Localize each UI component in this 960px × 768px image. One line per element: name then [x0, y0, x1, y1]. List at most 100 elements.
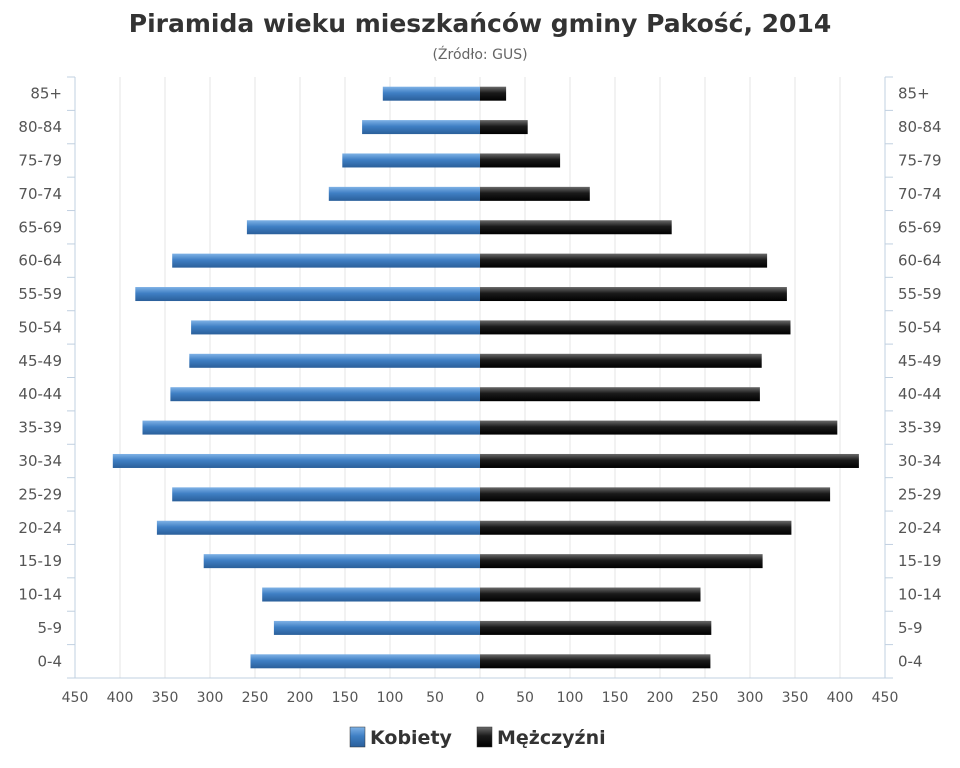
bar-kobiety[interactable] — [172, 487, 480, 502]
x-tick-label: 450 — [62, 690, 89, 706]
x-tick-label: 50 — [426, 690, 444, 706]
bar-mezczyzni[interactable] — [480, 654, 711, 669]
x-tick-label: 200 — [287, 690, 314, 706]
category-label-right: 55-59 — [898, 285, 942, 303]
bar-mezczyzni[interactable] — [480, 620, 712, 635]
legend-swatch[interactable] — [476, 726, 493, 748]
category-label-right: 10-14 — [898, 586, 942, 604]
legend-item-kobiety[interactable]: Kobiety — [370, 727, 453, 749]
bar-mezczyzni[interactable] — [480, 587, 701, 602]
category-labels-left: 85+ 80-84 75-79 70-74 65-69 60-64 55-59 50-54 45… — [18, 85, 62, 671]
legend-swatch[interactable] — [349, 726, 366, 748]
bar-mezczyzni[interactable] — [480, 320, 791, 335]
x-tick-label: 300 — [737, 690, 764, 706]
category-label-left: 75-79 — [18, 151, 62, 169]
x-tick-label: 400 — [827, 690, 854, 706]
category-label-right: 5-9 — [898, 619, 923, 637]
category-label-left: 10-14 — [18, 586, 62, 604]
bar-kobiety[interactable] — [142, 420, 481, 435]
legend-item-mezczyzni[interactable]: Mężczyźni — [497, 727, 606, 749]
bar-kobiety[interactable] — [342, 153, 480, 168]
bar-kobiety[interactable] — [156, 520, 480, 535]
category-label-left: 20-24 — [18, 519, 62, 537]
category-label-left: 85+ — [30, 85, 62, 103]
bar-kobiety[interactable] — [170, 387, 480, 402]
category-label-right: 20-24 — [898, 519, 942, 537]
category-label-right: 35-39 — [898, 419, 942, 437]
bar-kobiety[interactable] — [203, 554, 480, 569]
category-labels-right: 85+ 80-84 75-79 70-74 65-69 60-64 55-59 50-54 45… — [898, 85, 942, 671]
x-tick-label: 250 — [242, 690, 269, 706]
category-label-right: 80-84 — [898, 118, 942, 136]
category-label-left: 45-49 — [18, 352, 62, 370]
bar-mezczyzni[interactable] — [480, 520, 792, 535]
chart-title: Piramida wieku mieszkańców gminy Pakość,… — [129, 9, 831, 38]
bar-kobiety[interactable] — [172, 253, 480, 268]
bar-kobiety[interactable] — [191, 320, 480, 335]
bar-mezczyzni[interactable] — [480, 420, 838, 435]
category-label-left: 60-64 — [18, 252, 62, 270]
bar-kobiety[interactable] — [362, 120, 480, 135]
bars — [112, 86, 859, 669]
category-label-right: 60-64 — [898, 252, 942, 270]
category-label-left: 30-34 — [18, 452, 62, 470]
category-label-right: 30-34 — [898, 452, 942, 470]
category-label-left: 5-9 — [38, 619, 63, 637]
category-label-left: 80-84 — [18, 118, 62, 136]
bar-kobiety[interactable] — [328, 186, 480, 201]
bar-mezczyzni[interactable] — [480, 554, 763, 569]
x-tick-labels: 450 400 350 300 250 200 150 100 50 0 50 100 150 200 25… — [62, 690, 899, 706]
x-tick-label: 150 — [332, 690, 359, 706]
bar-mezczyzni[interactable] — [480, 487, 831, 502]
category-label-left: 25-29 — [18, 485, 62, 503]
legend[interactable]: Kobiety Mężczyźni — [349, 726, 606, 749]
bar-mezczyzni[interactable] — [480, 253, 768, 268]
x-tick-label: 50 — [516, 690, 534, 706]
x-tick-label: 150 — [602, 690, 629, 706]
category-label-left: 50-54 — [18, 318, 62, 336]
x-tick-label: 100 — [557, 690, 584, 706]
category-label-right: 0-4 — [898, 652, 923, 670]
axes — [67, 76, 893, 679]
category-label-right: 75-79 — [898, 151, 942, 169]
bar-mezczyzni[interactable] — [480, 453, 859, 468]
x-tick-label: 350 — [152, 690, 179, 706]
x-tick-label: 400 — [107, 690, 134, 706]
category-label-right: 15-19 — [898, 552, 942, 570]
category-label-right: 85+ — [898, 85, 930, 103]
x-tick-label: 300 — [197, 690, 224, 706]
bar-mezczyzni[interactable] — [480, 153, 561, 168]
bar-mezczyzni[interactable] — [480, 220, 672, 235]
bar-kobiety[interactable] — [135, 287, 481, 302]
category-label-left: 55-59 — [18, 285, 62, 303]
x-tick-label: 250 — [692, 690, 719, 706]
bar-mezczyzni[interactable] — [480, 86, 507, 101]
bar-kobiety[interactable] — [382, 86, 480, 101]
bar-kobiety[interactable] — [246, 220, 480, 235]
grid-lines — [74, 77, 886, 678]
bar-kobiety[interactable] — [273, 620, 480, 635]
chart-subtitle: (Źródło: GUS) — [432, 45, 527, 63]
bar-mezczyzni[interactable] — [480, 387, 760, 402]
x-tick-label: 350 — [782, 690, 809, 706]
category-label-left: 35-39 — [18, 419, 62, 437]
category-label-left: 15-19 — [18, 552, 62, 570]
bar-kobiety[interactable] — [189, 353, 481, 368]
x-tick-label: 450 — [872, 690, 899, 706]
category-label-left: 40-44 — [18, 385, 62, 403]
category-label-right: 65-69 — [898, 218, 942, 236]
category-label-right: 70-74 — [898, 185, 942, 203]
category-label-right: 25-29 — [898, 485, 942, 503]
bar-mezczyzni[interactable] — [480, 287, 787, 302]
bar-kobiety[interactable] — [112, 453, 481, 468]
bar-kobiety[interactable] — [250, 654, 481, 669]
bar-kobiety[interactable] — [262, 587, 480, 602]
x-tick-label: 100 — [377, 690, 404, 706]
bar-mezczyzni[interactable] — [480, 120, 528, 135]
bar-mezczyzni[interactable] — [480, 353, 762, 368]
category-label-left: 70-74 — [18, 185, 62, 203]
x-tick-label: 0 — [476, 690, 485, 706]
category-label-right: 40-44 — [898, 385, 942, 403]
bar-mezczyzni[interactable] — [480, 186, 590, 201]
